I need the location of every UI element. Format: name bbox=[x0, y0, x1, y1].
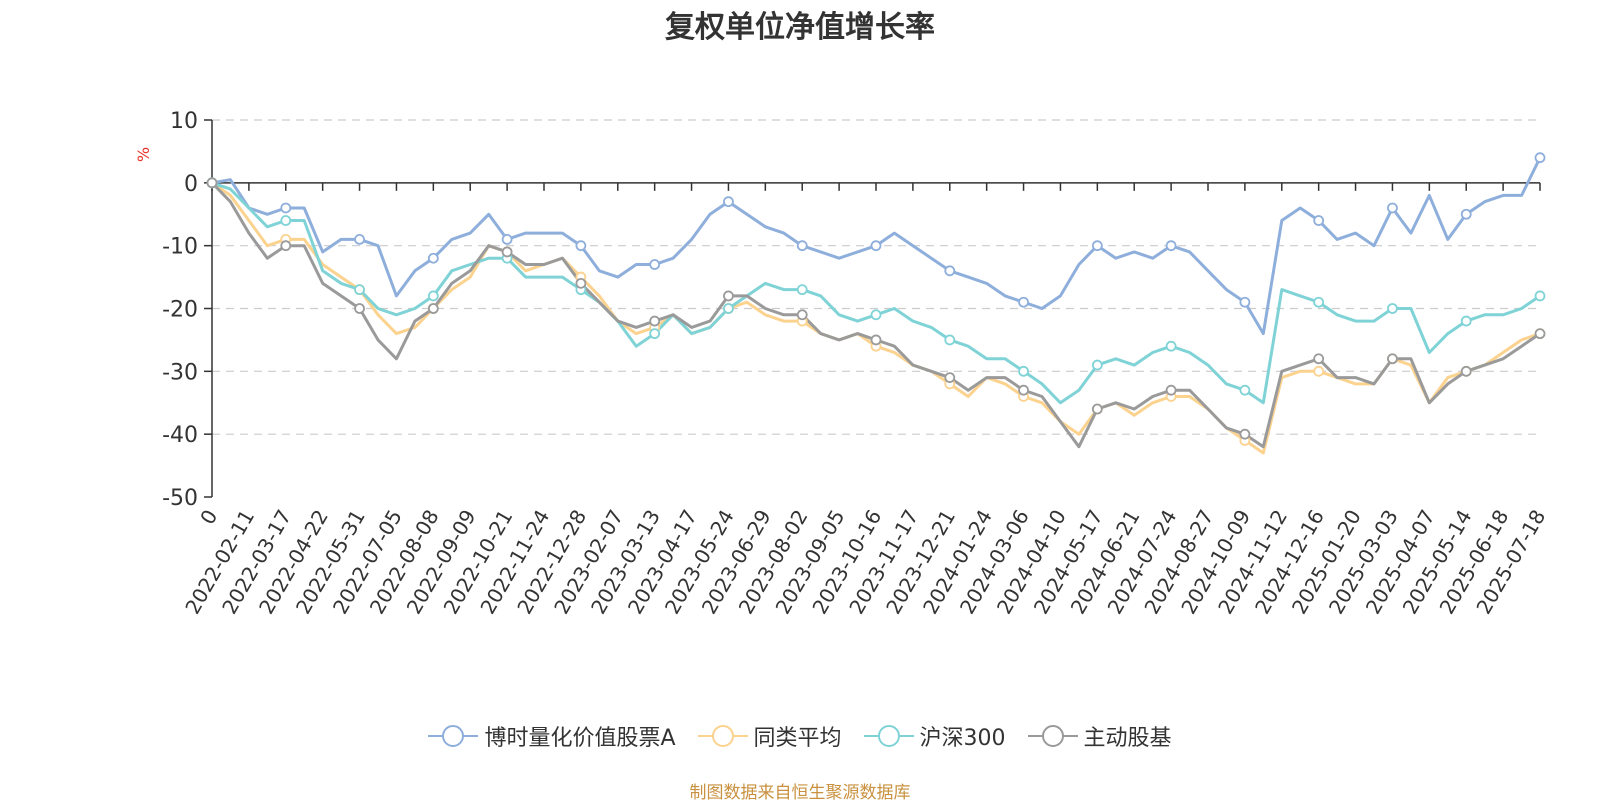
series-point-3 bbox=[1387, 353, 1398, 365]
series-point-0 bbox=[1460, 208, 1472, 220]
series-point-3 bbox=[427, 303, 439, 314]
series-point-0 bbox=[649, 259, 661, 270]
series-lines bbox=[210, 157, 1542, 455]
legend-label: 博时量化价值股票A bbox=[484, 726, 676, 751]
series-point-0 bbox=[1313, 215, 1325, 226]
chart-title: 复权单位净值增长率 bbox=[665, 10, 935, 45]
y-tick-label: -10 bbox=[162, 235, 198, 260]
data-source-note: 制图数据来自恒生聚源数据库 bbox=[689, 783, 911, 803]
series-point-2 bbox=[427, 290, 439, 302]
y-axis-unit: % bbox=[134, 146, 154, 163]
series-point-2 bbox=[1313, 296, 1325, 308]
series-point-3 bbox=[1018, 384, 1029, 396]
series-point-0 bbox=[870, 240, 882, 252]
y-tick-label: -40 bbox=[162, 423, 198, 448]
series-point-2 bbox=[1460, 315, 1472, 327]
series-point-2 bbox=[1534, 290, 1546, 302]
legend-item-active-equity[interactable]: 主动股基 bbox=[1027, 720, 1172, 752]
series-point-3 bbox=[870, 334, 882, 346]
series-point-3 bbox=[944, 372, 956, 384]
series-point-0 bbox=[796, 240, 808, 252]
legend-item-fund[interactable]: 博时量化价值股票A bbox=[428, 720, 676, 752]
series-point-0 bbox=[1534, 152, 1546, 164]
series-point-0 bbox=[723, 196, 734, 208]
legend-line-marker-icon bbox=[1027, 725, 1078, 747]
series-point-3 bbox=[501, 246, 513, 258]
series-point-0 bbox=[575, 240, 587, 252]
series-point-2 bbox=[870, 309, 882, 321]
series-point-2 bbox=[649, 328, 661, 340]
series-point-3 bbox=[649, 315, 661, 327]
legend-label: 沪深300 bbox=[919, 726, 1006, 751]
series-point-3 bbox=[1313, 353, 1325, 365]
series-point-3 bbox=[1460, 365, 1472, 377]
series-point-3 bbox=[1534, 328, 1546, 340]
series-point-0 bbox=[427, 252, 439, 264]
series-point-3 bbox=[723, 290, 734, 302]
series-point-3 bbox=[796, 309, 808, 321]
y-tick-label: 0 bbox=[184, 172, 198, 197]
series-point-0 bbox=[354, 233, 365, 245]
series-line-2 bbox=[211, 181, 1541, 405]
x-tick-labels: 02022-02-112022-03-172022-04-222022-05-3… bbox=[180, 506, 1550, 619]
series-point-3 bbox=[354, 303, 365, 314]
series-point-2 bbox=[1239, 384, 1251, 396]
series-point-3 bbox=[206, 177, 218, 189]
series-point-2 bbox=[1165, 340, 1177, 352]
series-point-0 bbox=[1165, 240, 1177, 252]
series-point-3 bbox=[575, 277, 587, 289]
series-point-1 bbox=[1313, 365, 1325, 377]
series-point-0 bbox=[1018, 296, 1029, 308]
series-point-0 bbox=[1239, 296, 1251, 308]
x-tick-label: 0 bbox=[195, 506, 222, 529]
series-point-2 bbox=[796, 284, 808, 296]
series-point-0 bbox=[1091, 240, 1103, 252]
series-markers bbox=[206, 152, 1546, 446]
series-point-3 bbox=[1165, 384, 1177, 396]
y-tick-label: -30 bbox=[162, 360, 198, 385]
legend-label: 主动股基 bbox=[1083, 726, 1172, 751]
series-point-2 bbox=[1018, 365, 1029, 377]
legend-line-marker-icon bbox=[428, 725, 479, 747]
series-point-2 bbox=[1387, 303, 1398, 314]
series-point-0 bbox=[1387, 202, 1398, 214]
legend-line-marker-icon bbox=[697, 725, 748, 747]
y-tick-label: -50 bbox=[162, 486, 198, 511]
legend-item-csi300[interactable]: 沪深300 bbox=[863, 720, 1006, 752]
y-tick-labels: 10 0 -10 -20 -30 -40 -50 bbox=[162, 109, 198, 511]
series-point-2 bbox=[354, 284, 365, 296]
series-point-3 bbox=[1239, 428, 1251, 440]
series-point-2 bbox=[944, 334, 956, 346]
y-tick-label: 10 bbox=[170, 109, 198, 134]
series-point-0 bbox=[944, 265, 956, 277]
series-point-0 bbox=[280, 202, 292, 214]
series-point-2 bbox=[1091, 359, 1103, 371]
y-tick-label: -20 bbox=[162, 298, 198, 323]
series-point-3 bbox=[1091, 403, 1103, 415]
series-point-3 bbox=[280, 240, 292, 252]
series-point-0 bbox=[501, 233, 513, 245]
legend-label: 同类平均 bbox=[753, 726, 842, 751]
series-point-2 bbox=[723, 303, 734, 314]
series-point-2 bbox=[280, 215, 292, 226]
legend-line-marker-icon bbox=[863, 725, 914, 747]
legend-item-peer-average[interactable]: 同类平均 bbox=[697, 720, 842, 752]
legend: 博时量化价值股票A 同类平均 沪深300 主动股基 bbox=[0, 720, 1600, 752]
